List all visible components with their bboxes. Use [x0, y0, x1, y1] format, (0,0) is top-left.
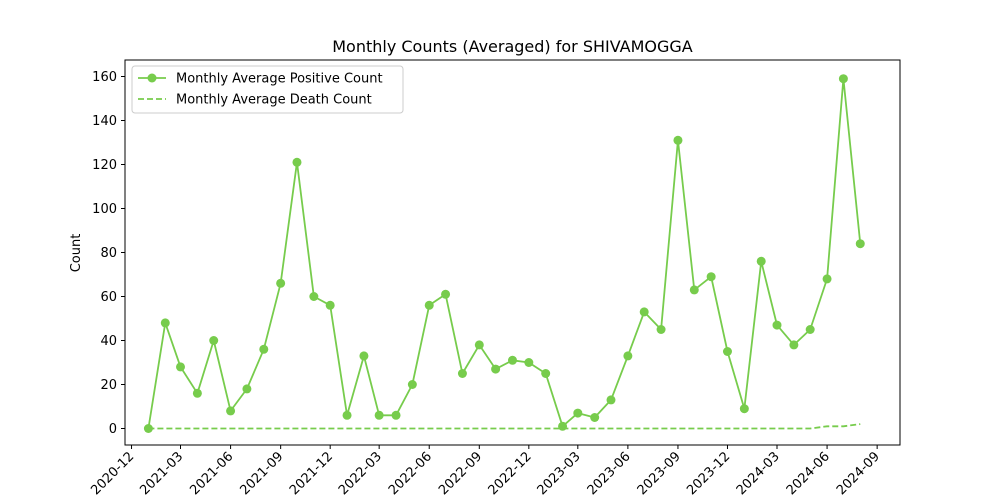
- series-1: [148, 423, 861, 430]
- series-layer: [143, 74, 865, 433]
- data-point: [242, 384, 252, 394]
- data-point: [325, 300, 335, 310]
- x-tick-label: 2021-09: [237, 449, 286, 498]
- data-point: [391, 410, 401, 420]
- data-point: [656, 325, 666, 334]
- data-point: [706, 272, 716, 282]
- data-point: [209, 336, 219, 345]
- data-point: [160, 318, 170, 328]
- x-tick-label: 2021-06: [187, 449, 236, 498]
- chart-title: Monthly Counts (Averaged) for SHIVAMOGGA: [332, 37, 693, 56]
- plot-frame: [124, 59, 901, 446]
- data-point: [491, 364, 501, 374]
- data-point: [374, 410, 384, 420]
- data-point: [192, 388, 202, 398]
- x-tick-label: 2024-03: [734, 449, 783, 498]
- data-point: [226, 406, 236, 416]
- data-point: [508, 355, 517, 365]
- y-tick-label: 20: [100, 378, 117, 393]
- x-tick-label: 2024-06: [784, 449, 833, 498]
- y-tick-label: 140: [92, 114, 117, 129]
- data-point: [673, 135, 683, 145]
- data-point: [855, 239, 865, 249]
- x-tick-label: 2020-12: [88, 449, 137, 498]
- data-point: [424, 300, 434, 310]
- y-tick-label: 160: [92, 70, 117, 85]
- data-point: [309, 292, 319, 301]
- data-point: [606, 395, 616, 405]
- x-tick-label: 2023-06: [585, 449, 634, 498]
- data-point: [689, 285, 699, 295]
- data-point: [342, 410, 352, 420]
- data-point: [573, 408, 583, 418]
- data-point: [292, 157, 302, 167]
- y-axis: 0 20 40 60 80 100 120 140 160: [92, 70, 125, 437]
- data-point: [590, 413, 600, 422]
- legend: Monthly Average Positive Count Monthly Av…: [131, 65, 404, 114]
- x-tick-label: 2023-12: [684, 449, 733, 498]
- x-tick-label: 2023-09: [635, 449, 684, 498]
- series-line: [147, 77, 862, 429]
- data-point: [457, 369, 467, 378]
- data-point: [822, 274, 832, 284]
- legend-label: Monthly Average Positive Count: [176, 72, 383, 87]
- data-point: [176, 362, 186, 372]
- data-point: [441, 289, 451, 299]
- series-line: [148, 423, 861, 430]
- data-point: [623, 351, 633, 361]
- y-tick-label: 80: [100, 246, 117, 261]
- data-point: [474, 340, 484, 350]
- data-point: [558, 421, 568, 431]
- plot-area-border: [124, 59, 901, 446]
- x-tick-label: 2021-12: [287, 449, 336, 498]
- data-point: [756, 256, 766, 266]
- x-tick-label: 2022-03: [336, 449, 385, 498]
- x-tick-label: 2021-03: [137, 449, 186, 498]
- y-tick-label: 60: [100, 290, 117, 305]
- data-point: [805, 325, 815, 334]
- legend-label: Monthly Average Death Count: [176, 93, 372, 108]
- data-point: [838, 74, 848, 84]
- legend-marker: [147, 73, 157, 83]
- y-tick-label: 0: [109, 422, 117, 437]
- data-point: [639, 307, 649, 317]
- x-tick-label: 2022-06: [386, 449, 435, 498]
- x-tick-label: 2022-09: [436, 449, 485, 498]
- data-point: [524, 358, 534, 367]
- x-tick-label: 2022-12: [486, 449, 535, 498]
- y-tick-label: 40: [100, 334, 117, 349]
- y-tick-label: 100: [92, 202, 117, 217]
- data-point: [407, 380, 417, 389]
- data-point: [541, 369, 551, 378]
- data-point: [722, 347, 732, 356]
- legend-box: [131, 65, 404, 114]
- y-axis-title: Count: [69, 234, 84, 273]
- x-tick-label: 2024-09: [834, 449, 883, 498]
- data-point: [276, 278, 286, 288]
- data-point: [359, 351, 369, 361]
- x-axis: 2020-12 2021-03 2021-06 2021-09 2021-12 2022-…: [88, 445, 883, 498]
- data-point: [259, 344, 269, 354]
- data-point: [789, 340, 799, 350]
- x-tick-label: 2023-03: [535, 449, 584, 498]
- data-point: [739, 404, 749, 414]
- series-0: [143, 74, 865, 433]
- y-tick-label: 120: [92, 158, 117, 173]
- data-point: [772, 320, 782, 330]
